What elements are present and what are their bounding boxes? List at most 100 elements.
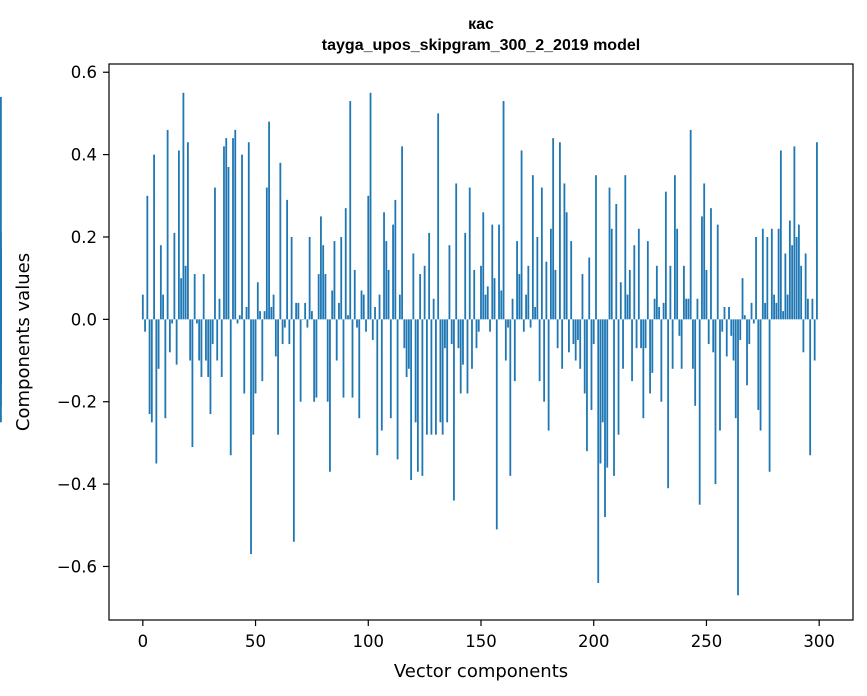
y-axis-ticks: −0.6 −0.4 −0.2 0.0 0.2 0.4 0.6 xyxy=(57,63,109,576)
bar xyxy=(689,129,692,320)
bar xyxy=(387,269,390,320)
bar xyxy=(450,319,453,345)
bar xyxy=(378,294,381,320)
bar xyxy=(622,319,624,369)
bar xyxy=(441,319,444,435)
y-tick-label: −0.2 xyxy=(57,393,97,412)
chart-subtitle: tayga_upos_skipgram_300_2_2019 model xyxy=(322,37,640,54)
bar xyxy=(500,290,503,320)
bar xyxy=(683,265,685,320)
bar xyxy=(457,319,460,349)
bar xyxy=(159,245,162,320)
bar xyxy=(660,319,663,402)
bar xyxy=(531,175,534,320)
bar xyxy=(719,319,721,431)
bar xyxy=(757,319,760,410)
bar xyxy=(141,294,144,320)
bar xyxy=(482,212,485,320)
x-tick-label: 250 xyxy=(691,632,723,651)
bar xyxy=(335,319,338,361)
bar xyxy=(425,319,428,435)
bar xyxy=(649,319,651,394)
bar xyxy=(365,319,367,332)
bar xyxy=(218,298,221,320)
bar xyxy=(290,236,293,320)
bar xyxy=(232,138,234,320)
bar xyxy=(259,311,261,320)
bar xyxy=(746,319,748,386)
bar xyxy=(525,294,527,320)
y-tick-label: 0.2 xyxy=(71,228,97,247)
bar xyxy=(401,146,403,320)
bar xyxy=(705,269,708,320)
x-tick-label: 100 xyxy=(353,632,385,651)
bar xyxy=(444,319,446,349)
y-tick-label: −0.4 xyxy=(57,475,97,494)
bar xyxy=(590,319,593,410)
bar xyxy=(338,302,340,320)
bar xyxy=(491,224,494,320)
bar xyxy=(297,302,300,320)
bar xyxy=(692,319,694,369)
bar xyxy=(734,319,737,419)
bar xyxy=(274,319,277,357)
bar xyxy=(797,224,800,320)
bar xyxy=(725,319,728,357)
bar xyxy=(405,319,408,378)
bar xyxy=(484,294,487,320)
bar xyxy=(522,319,525,332)
bar xyxy=(353,269,356,320)
bar xyxy=(486,286,489,320)
bar xyxy=(464,232,467,320)
bar xyxy=(268,121,270,320)
bar xyxy=(664,191,667,320)
bar xyxy=(153,154,155,320)
bar xyxy=(701,216,703,320)
bar xyxy=(410,319,413,480)
bar xyxy=(407,319,410,369)
bar xyxy=(311,311,313,320)
x-tick-label: 150 xyxy=(465,632,497,651)
bar xyxy=(811,298,814,320)
bar xyxy=(344,208,347,320)
bar xyxy=(349,101,352,320)
bar xyxy=(376,319,379,456)
bar xyxy=(743,315,746,320)
bar xyxy=(477,319,480,332)
bar xyxy=(340,236,343,320)
y-tick-label: −0.6 xyxy=(57,557,97,576)
bar xyxy=(662,302,665,320)
bar xyxy=(416,319,419,472)
bar xyxy=(184,265,187,320)
bar xyxy=(710,208,712,320)
bar xyxy=(773,294,775,320)
bar xyxy=(283,319,286,328)
bar xyxy=(227,166,230,320)
bar xyxy=(511,298,514,320)
bar xyxy=(782,311,785,320)
bar xyxy=(367,195,370,320)
bar xyxy=(0,319,2,423)
bar xyxy=(164,319,167,419)
bar xyxy=(538,319,541,382)
y-tick-label: 0.6 xyxy=(71,63,97,82)
bar xyxy=(317,274,320,320)
bar xyxy=(448,245,451,320)
bar xyxy=(556,319,559,349)
bar xyxy=(216,319,219,361)
bar xyxy=(329,319,331,472)
bar xyxy=(561,319,564,369)
x-tick-label: 50 xyxy=(245,632,266,651)
bar xyxy=(597,319,600,583)
bar xyxy=(198,319,201,361)
bar xyxy=(673,175,676,320)
bar xyxy=(437,113,440,320)
bar xyxy=(295,302,298,320)
bar xyxy=(360,290,363,320)
bar xyxy=(396,319,399,460)
bar xyxy=(628,269,631,320)
bar xyxy=(256,282,259,320)
bar xyxy=(678,319,681,336)
bar xyxy=(750,302,753,320)
